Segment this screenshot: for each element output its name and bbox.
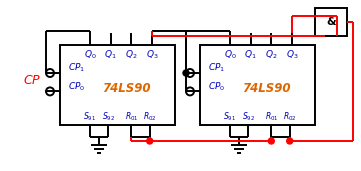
Text: 74LS90: 74LS90 (103, 82, 151, 95)
Bar (315, 8, 347, 36)
Circle shape (268, 138, 274, 144)
Text: $Q_1$: $Q_1$ (244, 49, 257, 61)
Text: $CP_0$: $CP_0$ (208, 80, 225, 93)
Text: $Q_0$: $Q_0$ (83, 49, 96, 61)
Bar (60, 45, 175, 125)
Text: $S_{92}$: $S_{92}$ (102, 111, 115, 123)
Text: $CP_0$: $CP_0$ (68, 80, 85, 93)
Text: $CP_1$: $CP_1$ (68, 62, 85, 74)
Text: $Q_0$: $Q_0$ (223, 49, 236, 61)
Text: $Q_1$: $Q_1$ (104, 49, 117, 61)
Text: $CP$: $CP$ (23, 74, 41, 87)
Circle shape (147, 138, 153, 144)
Text: $Q_3$: $Q_3$ (286, 49, 298, 61)
Text: $R_{02}$: $R_{02}$ (143, 111, 156, 123)
Text: $R_{01}$: $R_{01}$ (265, 111, 278, 123)
Circle shape (183, 70, 189, 76)
Text: $CP_1$: $CP_1$ (208, 62, 225, 74)
Text: $S_{91}$: $S_{91}$ (83, 111, 96, 123)
Bar (200, 45, 315, 125)
Circle shape (287, 138, 293, 144)
Text: $Q_2$: $Q_2$ (265, 49, 278, 61)
Text: $S_{92}$: $S_{92}$ (242, 111, 255, 123)
Text: $S_{91}$: $S_{91}$ (223, 111, 236, 123)
Text: $R_{02}$: $R_{02}$ (283, 111, 296, 123)
Text: $R_{01}$: $R_{01}$ (125, 111, 138, 123)
Text: $Q_3$: $Q_3$ (146, 49, 158, 61)
Text: 74LS90: 74LS90 (243, 82, 291, 95)
Text: &: & (326, 17, 336, 27)
Text: $Q_2$: $Q_2$ (125, 49, 138, 61)
